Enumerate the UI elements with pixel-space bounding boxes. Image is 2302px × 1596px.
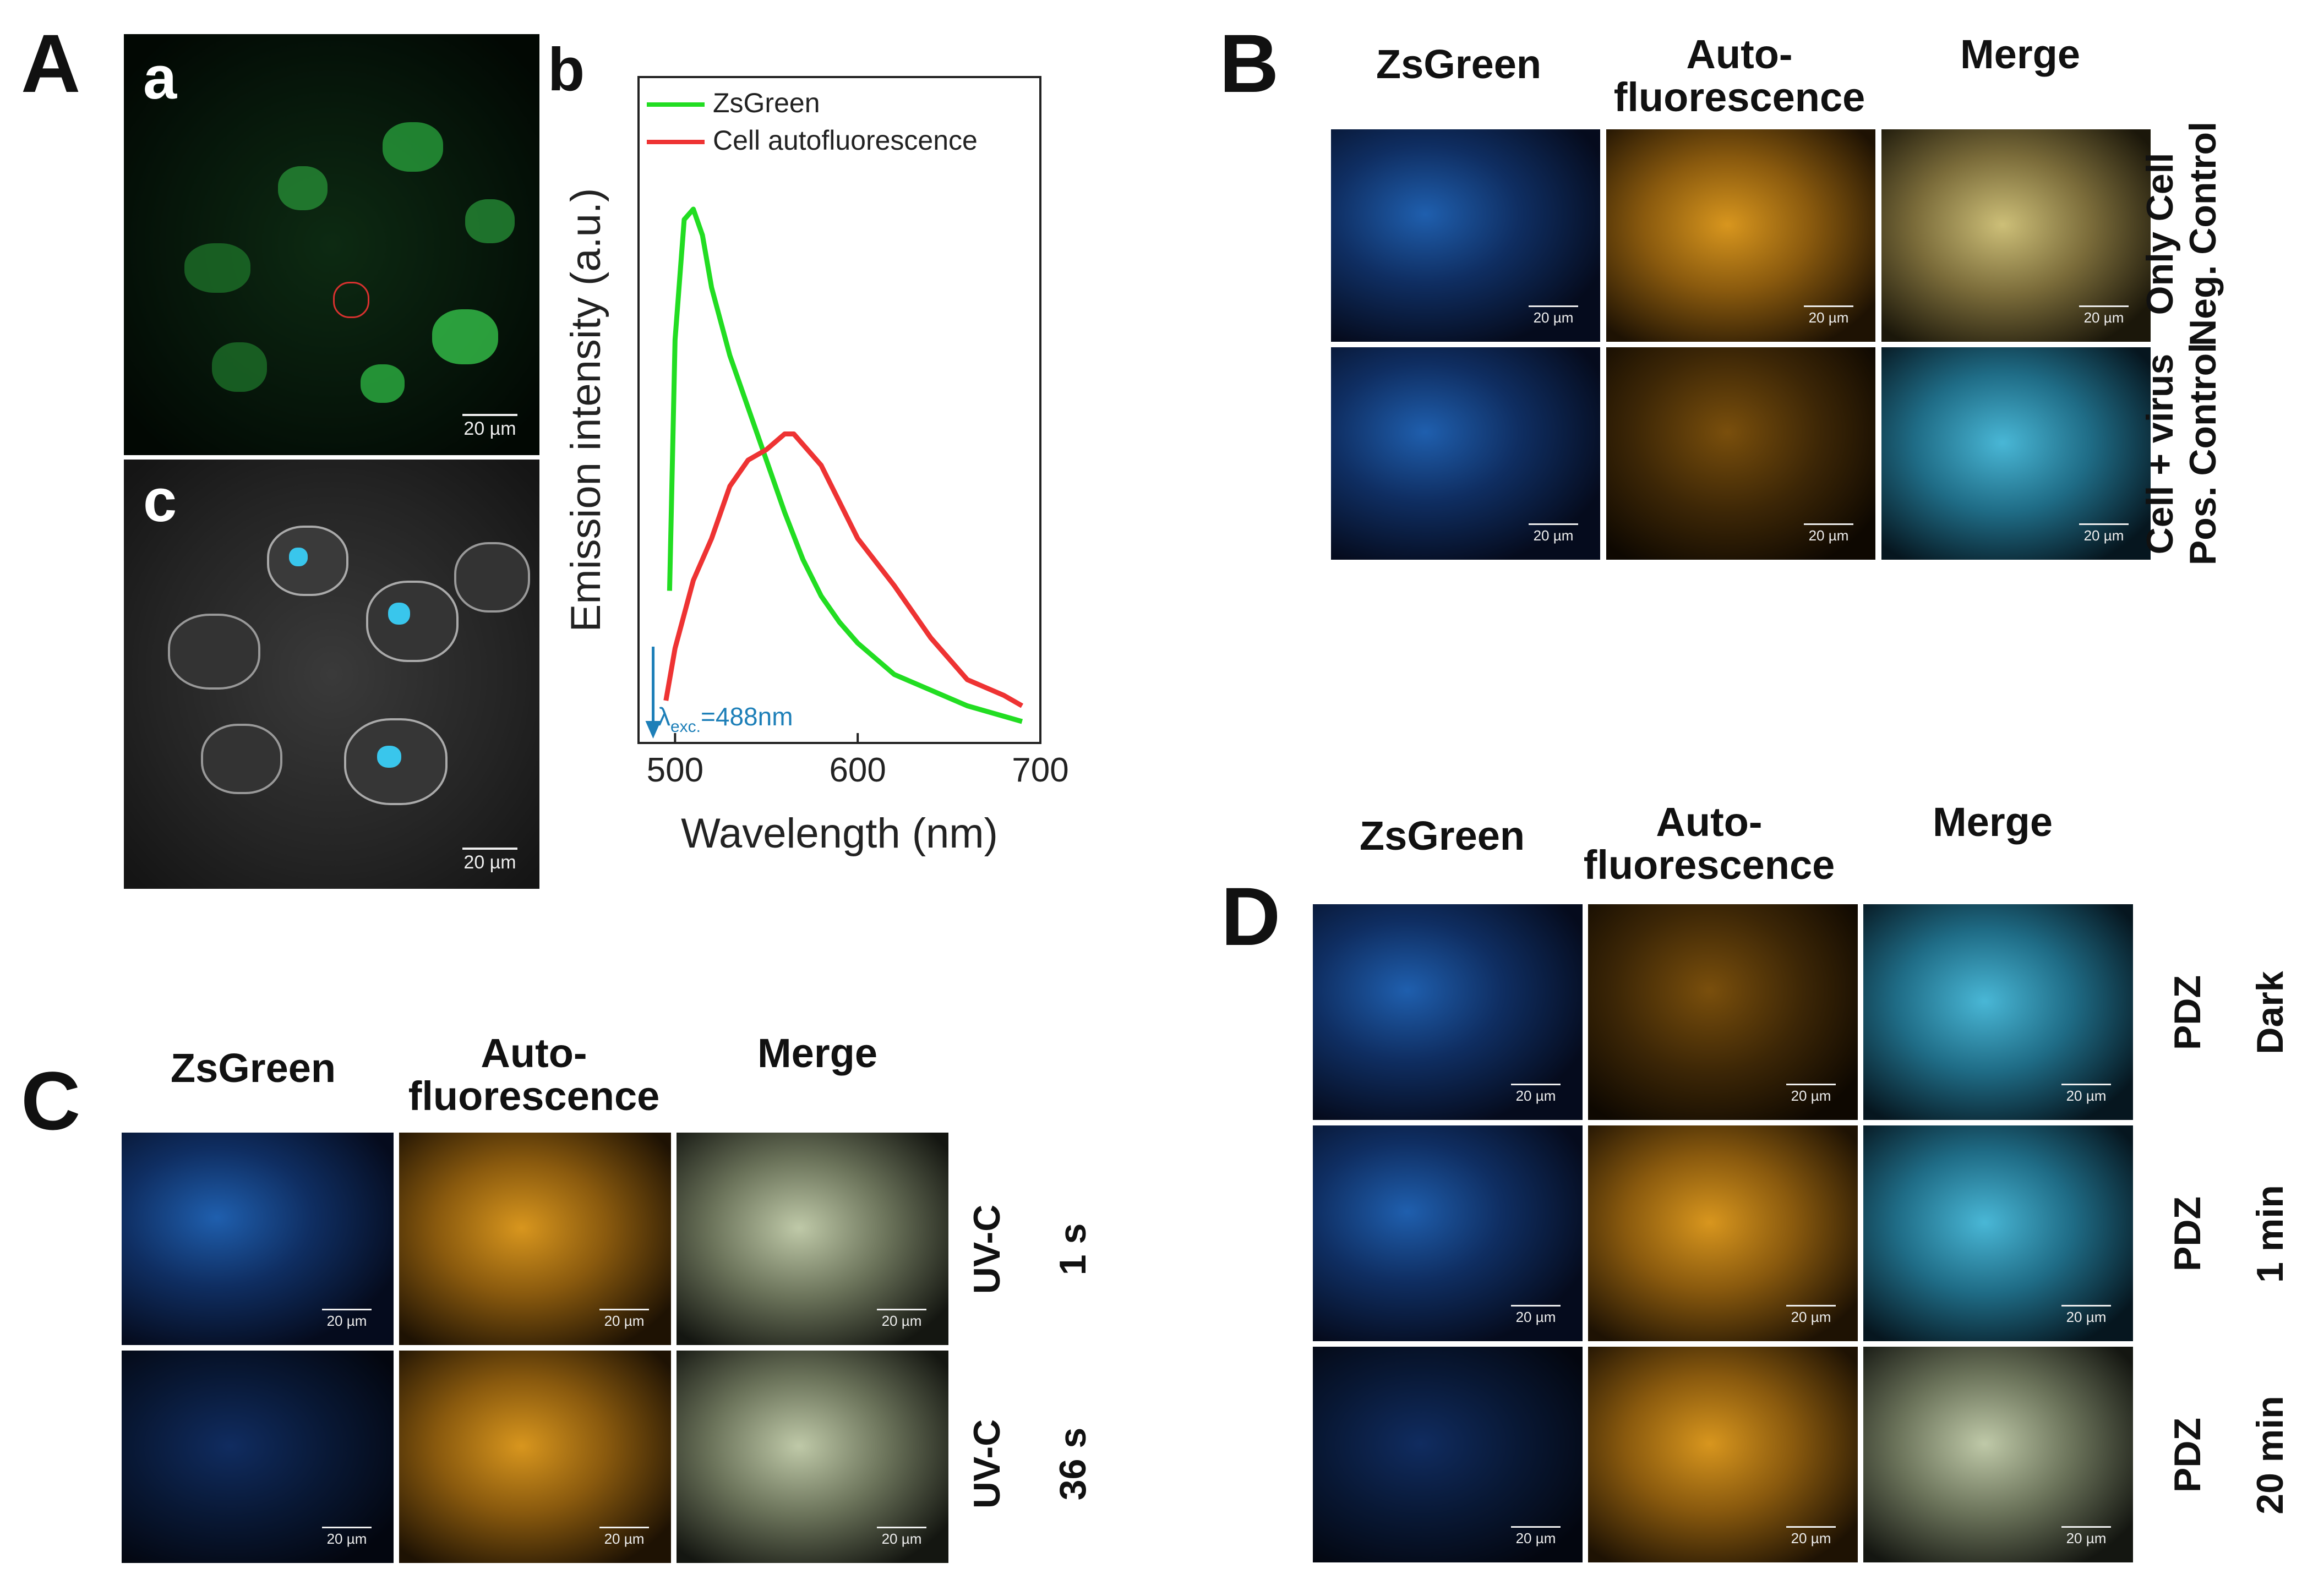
- image-c-zsgreen-1s: 20 µm: [120, 1131, 395, 1347]
- image-d-merge-20min: 20 µm: [1862, 1345, 2135, 1564]
- subpanel-label-a: a: [143, 44, 177, 112]
- image-brightfield-merge: c 20 µm: [124, 460, 539, 889]
- row-label-pdz-20min: PDZ 20 min: [2167, 1396, 2291, 1515]
- scale-bar: 20 µm: [877, 1527, 926, 1548]
- image-d-zsgreen-1min: 20 µm: [1311, 1124, 1584, 1343]
- scale-bar: 20 µm: [1786, 1526, 1836, 1547]
- image-b-zsgreen-neg: 20 µm: [1329, 128, 1602, 343]
- scale-bar: 20 µm: [1786, 1084, 1836, 1105]
- scale-bar: 20 µm: [2061, 1084, 2111, 1105]
- column-header-zsgreen: ZsGreen: [1359, 813, 1525, 859]
- image-zsgreen-fluorescence: a 20 µm: [124, 34, 539, 455]
- row-label-pdz-dark: PDZ Dark: [2167, 971, 2291, 1054]
- image-b-merge-neg: 20 µm: [1880, 128, 2152, 343]
- x-axis-ticks: 500 600 700: [647, 733, 1069, 789]
- legend-label-autofluorescence: Cell autofluorescence: [713, 125, 978, 156]
- row-label-uvc-1s: UV-C 1 s: [966, 1204, 1094, 1294]
- column-header-merge: Merge: [1960, 31, 2080, 77]
- column-header-autofluorescence: Auto-fluorescence: [1583, 799, 1835, 888]
- legend: ZsGreen Cell autofluorescence: [647, 88, 978, 156]
- image-c-zsgreen-36s: 20 µm: [120, 1349, 395, 1565]
- image-c-merge-1s: 20 µm: [675, 1131, 950, 1347]
- image-c-autofluorescence-36s: 20 µm: [397, 1349, 673, 1565]
- panel-label-d: D: [1221, 870, 1281, 963]
- column-header-zsgreen: ZsGreen: [1376, 41, 1542, 87]
- scale-bar: 20 µm: [1529, 305, 1578, 326]
- scale-bar: 20 µm: [462, 848, 517, 873]
- scale-bar: 20 µm: [1804, 523, 1853, 544]
- scale-bar: 20 µm: [1804, 305, 1853, 326]
- x-tick-label: 500: [647, 751, 703, 789]
- image-d-merge-dark: 20 µm: [1862, 903, 2135, 1122]
- image-b-zsgreen-pos: 20 µm: [1329, 346, 1602, 561]
- scale-bar: 20 µm: [1511, 1084, 1561, 1105]
- row-label-neg-control: Only Cell Neg. Control: [2139, 122, 2224, 346]
- x-tick-label: 600: [829, 751, 886, 789]
- scale-bar: 20 µm: [2061, 1305, 2111, 1326]
- series-lines: [663, 206, 1024, 724]
- scale-bar: 20 µm: [2079, 523, 2129, 544]
- scale-bar: 20 µm: [462, 414, 517, 440]
- series-line-autofluorescence: [663, 431, 1024, 708]
- scale-bar: 20 µm: [2061, 1526, 2111, 1547]
- image-b-autofluorescence-neg: 20 µm: [1605, 128, 1877, 343]
- panel-label-a: A: [21, 17, 81, 110]
- column-header-merge: Merge: [1933, 799, 2053, 845]
- image-b-merge-pos: 20 µm: [1880, 346, 2152, 561]
- column-header-autofluorescence: Auto-fluorescence: [408, 1030, 660, 1119]
- scale-bar: 20 µm: [1786, 1305, 1836, 1326]
- x-axis-label: Wavelength (nm): [681, 810, 998, 857]
- image-c-autofluorescence-1s: 20 µm: [397, 1131, 673, 1347]
- image-d-autofluorescence-20min: 20 µm: [1586, 1345, 1859, 1564]
- row-label-pos-control: Cell + virus Pos. Control: [2139, 342, 2224, 566]
- series-line-zsgreen: [667, 206, 1023, 724]
- x-tick-label: 700: [1012, 751, 1068, 789]
- image-d-zsgreen-20min: 20 µm: [1311, 1345, 1584, 1564]
- image-d-autofluorescence-1min: 20 µm: [1586, 1124, 1859, 1343]
- panel-label-c: C: [21, 1054, 81, 1147]
- plot-frame: [637, 76, 1041, 744]
- column-header-zsgreen: ZsGreen: [170, 1045, 336, 1091]
- image-d-autofluorescence-dark: 20 µm: [1586, 903, 1859, 1122]
- scale-bar: 20 µm: [322, 1309, 372, 1330]
- scale-bar: 20 µm: [599, 1309, 649, 1330]
- image-d-merge-1min: 20 µm: [1862, 1124, 2135, 1343]
- subpanel-label-b: b: [548, 36, 585, 103]
- scale-bar: 20 µm: [1529, 523, 1578, 544]
- emission-spectrum-chart: 500 600 700 ZsGreen Cell autofluorescence …: [563, 76, 1069, 857]
- scale-bar: 20 µm: [2079, 305, 2129, 326]
- scale-bar: 20 µm: [1511, 1526, 1561, 1547]
- excitation-marker: λexc.=488nm: [645, 647, 793, 739]
- excitation-label: λexc.=488nm: [658, 702, 793, 736]
- scale-bar: 20 µm: [322, 1527, 372, 1548]
- subpanel-label-c: c: [143, 467, 177, 534]
- legend-label-zsgreen: ZsGreen: [713, 88, 820, 118]
- column-header-merge: Merge: [757, 1030, 877, 1076]
- column-header-autofluorescence: Auto-fluorescence: [1613, 31, 1865, 120]
- scale-bar: 20 µm: [1511, 1305, 1561, 1326]
- scale-bar: 20 µm: [877, 1309, 926, 1330]
- row-label-uvc-36s: UV-C 36 s: [966, 1419, 1094, 1509]
- image-d-zsgreen-dark: 20 µm: [1311, 903, 1584, 1122]
- image-c-merge-36s: 20 µm: [675, 1349, 950, 1565]
- panel-label-b: B: [1219, 17, 1279, 110]
- image-b-autofluorescence-pos: 20 µm: [1605, 346, 1877, 561]
- scale-bar: 20 µm: [599, 1527, 649, 1548]
- row-label-pdz-1min: PDZ 1 min: [2167, 1185, 2291, 1283]
- y-axis-label: Emission intensity (a.u.): [563, 188, 609, 632]
